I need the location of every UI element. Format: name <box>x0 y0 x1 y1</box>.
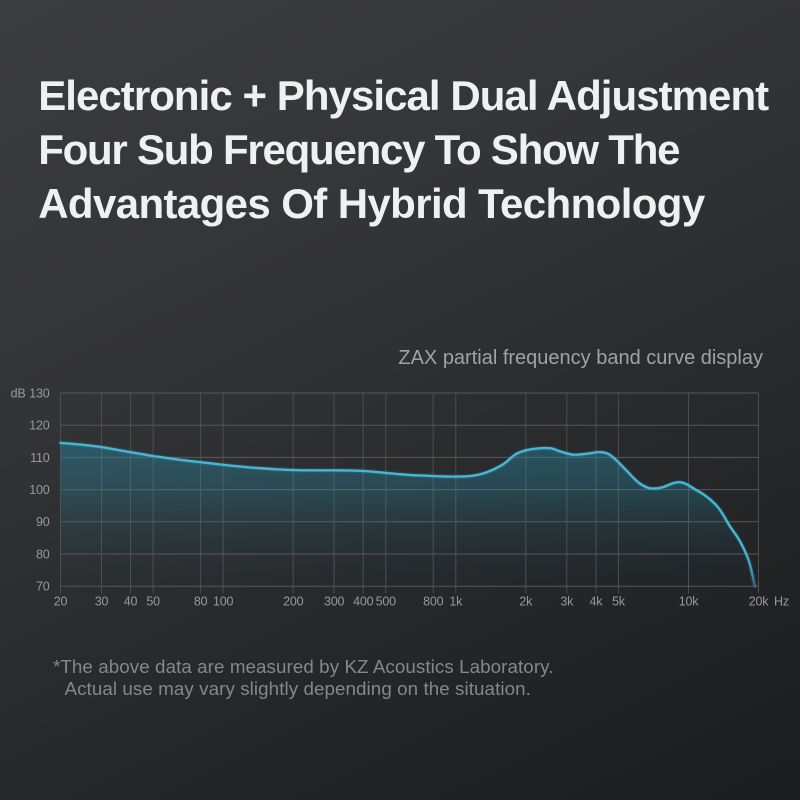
svg-text:300: 300 <box>324 595 345 609</box>
svg-text:40: 40 <box>124 595 138 609</box>
svg-text:80: 80 <box>36 547 50 561</box>
svg-text:20k: 20k <box>749 595 770 609</box>
svg-text:130: 130 <box>29 386 50 400</box>
svg-text:110: 110 <box>30 451 50 465</box>
svg-text:70: 70 <box>36 580 50 594</box>
svg-text:1k: 1k <box>449 595 463 609</box>
svg-text:800: 800 <box>423 595 444 609</box>
svg-text:20: 20 <box>54 595 68 609</box>
svg-text:500: 500 <box>376 595 397 609</box>
svg-text:3k: 3k <box>560 595 574 609</box>
svg-text:120: 120 <box>29 419 50 433</box>
svg-text:dB: dB <box>11 386 26 400</box>
svg-text:200: 200 <box>283 595 304 609</box>
svg-text:80: 80 <box>194 595 208 609</box>
svg-text:100: 100 <box>213 595 234 609</box>
svg-text:Hz: Hz <box>774 595 789 609</box>
svg-text:100: 100 <box>29 483 50 497</box>
svg-text:5k: 5k <box>612 595 626 609</box>
svg-text:4k: 4k <box>589 595 603 609</box>
svg-text:10k: 10k <box>679 595 700 609</box>
svg-text:90: 90 <box>36 515 50 529</box>
svg-text:400: 400 <box>353 595 374 609</box>
svg-text:30: 30 <box>95 595 109 609</box>
svg-text:50: 50 <box>146 595 160 609</box>
svg-text:2k: 2k <box>519 595 533 609</box>
